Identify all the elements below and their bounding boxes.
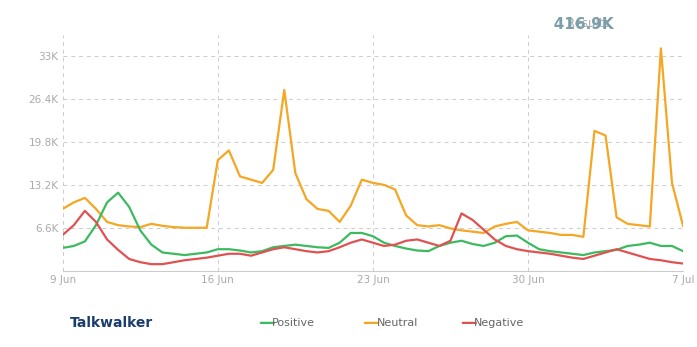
Positive (502, 234, 510, 238)
Text: —: — (460, 314, 477, 332)
Text: Neutral: Neutral (376, 318, 418, 328)
Neutral (491, 225, 499, 229)
Neutral (224, 148, 233, 152)
Positive (59, 246, 67, 250)
Neutral (324, 209, 332, 213)
Positive (513, 234, 521, 238)
Negative (81, 209, 89, 213)
Line: Negative: Negative (63, 211, 683, 264)
Negative (513, 247, 521, 251)
Positive (247, 251, 255, 255)
Neutral (679, 224, 687, 228)
Negative (147, 262, 155, 266)
Text: Results: Results (567, 17, 613, 30)
Negative (346, 240, 355, 245)
Neutral (657, 46, 665, 50)
Negative (502, 244, 510, 248)
Negative (679, 261, 687, 265)
Positive (346, 231, 355, 235)
Text: 416.9K: 416.9K (516, 17, 613, 32)
Negative (92, 220, 100, 224)
Negative (247, 254, 255, 258)
Text: Negative: Negative (474, 318, 524, 328)
Text: Positive: Positive (272, 318, 315, 328)
Line: Neutral: Neutral (63, 48, 683, 237)
Text: —: — (258, 314, 275, 332)
Positive (181, 253, 189, 257)
Neutral (480, 231, 488, 235)
Text: Talkwalker: Talkwalker (70, 316, 153, 330)
Positive (114, 191, 122, 195)
Positive (81, 239, 89, 244)
Neutral (579, 235, 588, 239)
Neutral (59, 207, 67, 211)
Neutral (92, 207, 100, 211)
Text: —: — (362, 314, 379, 332)
Positive (679, 249, 687, 253)
Negative (59, 233, 67, 237)
Line: Positive: Positive (63, 193, 683, 255)
Negative (103, 237, 112, 242)
Neutral (81, 196, 89, 200)
Positive (92, 223, 100, 227)
